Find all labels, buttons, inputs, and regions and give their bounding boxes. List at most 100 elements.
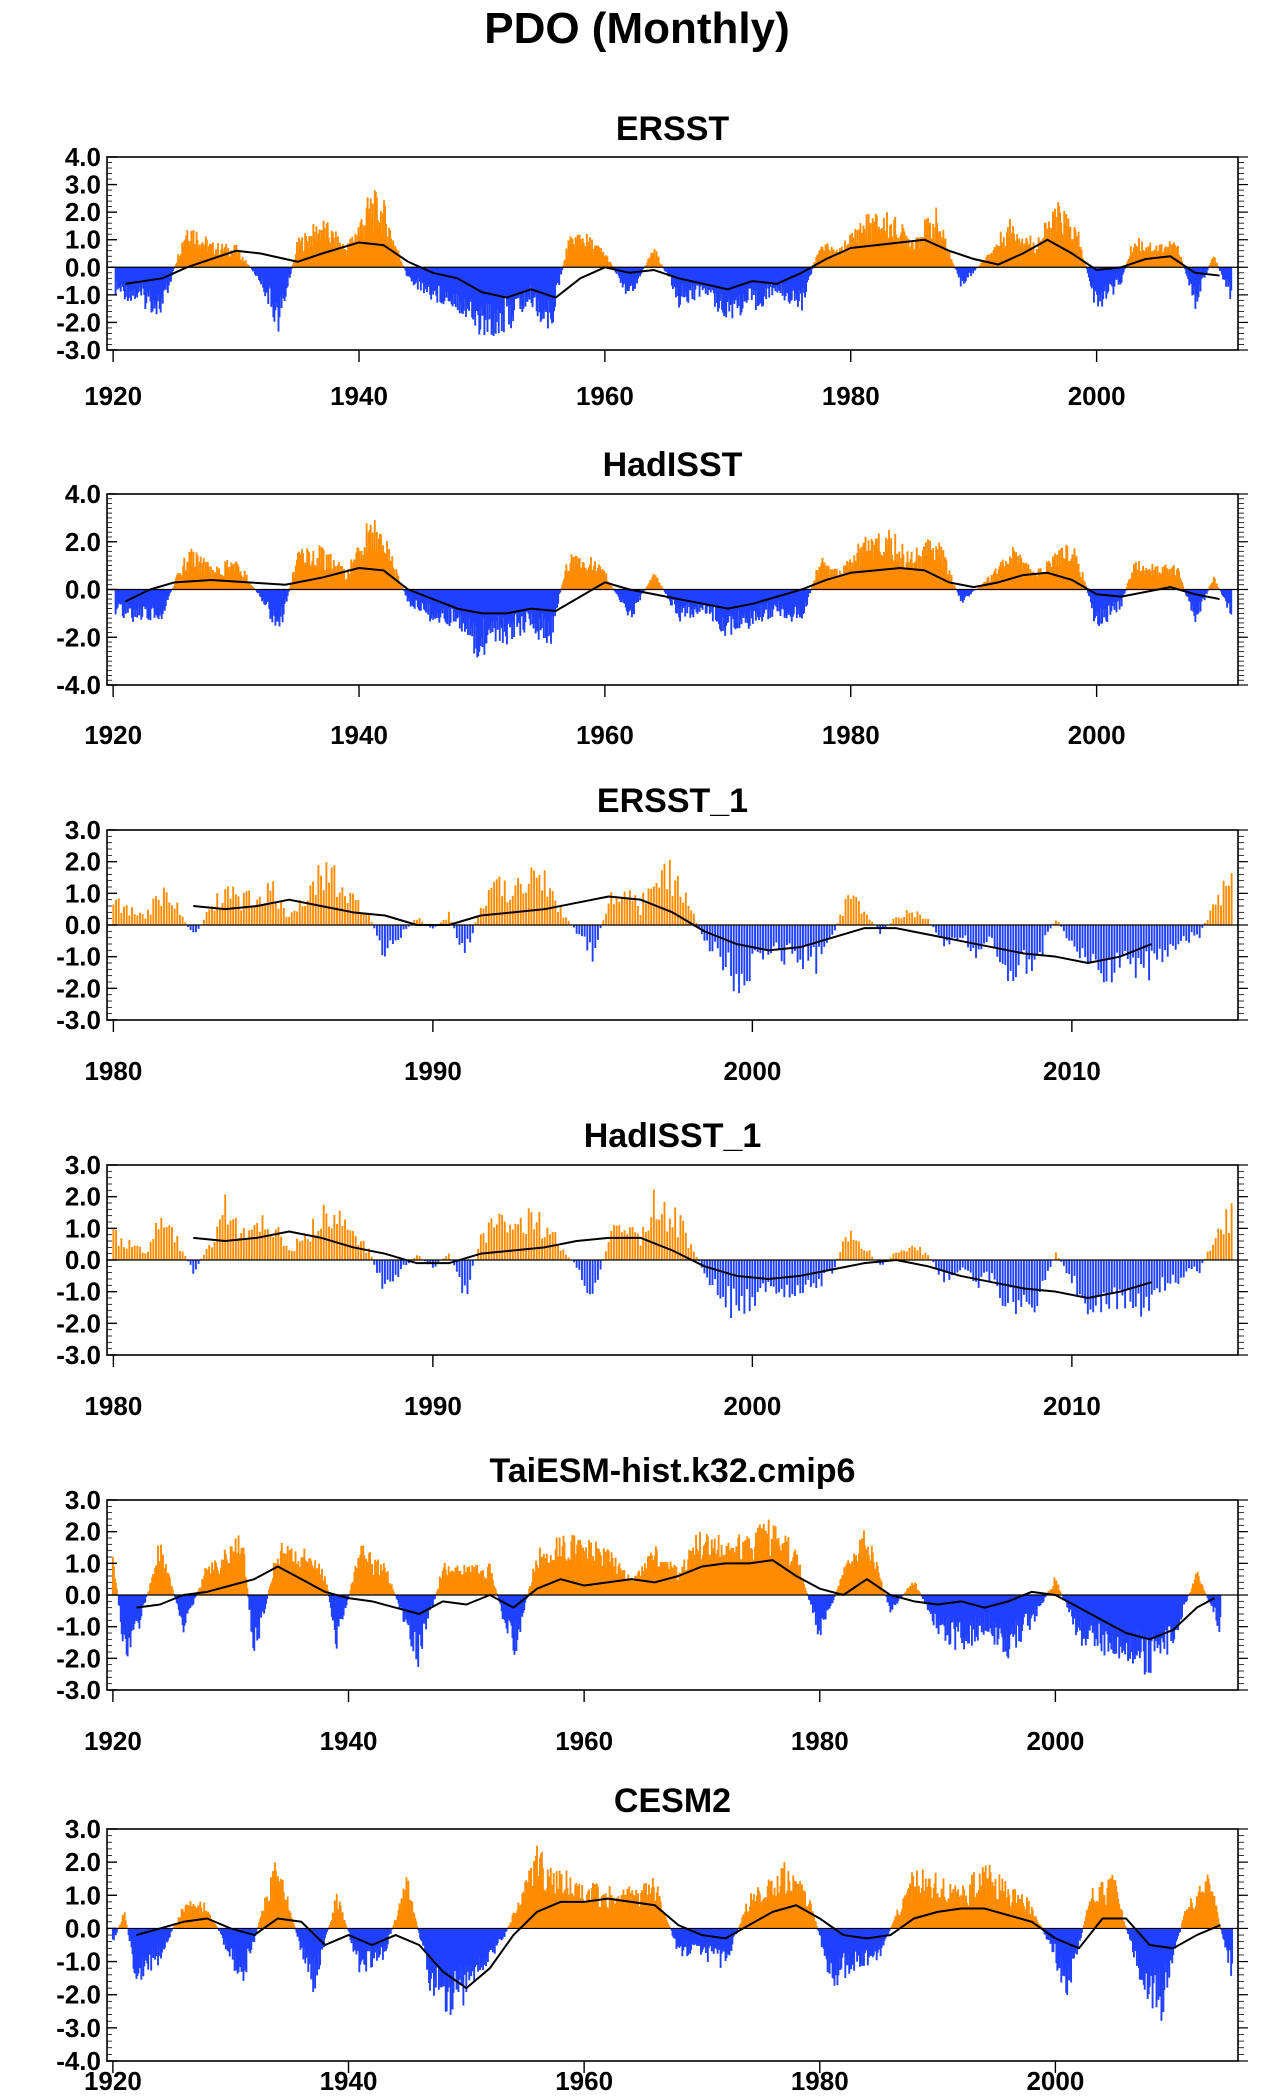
panel-title: ERSST_1 bbox=[597, 782, 748, 820]
smoothed-line bbox=[136, 1559, 1215, 1641]
page-title: PDO (Monthly) bbox=[484, 4, 790, 53]
y-tick-label: 0.0 bbox=[65, 575, 101, 605]
y-tick-label: -1.0 bbox=[56, 280, 101, 310]
y-tick-label: 1.0 bbox=[65, 1548, 101, 1578]
y-tick-label: -2.0 bbox=[56, 973, 101, 1003]
x-tick-label: 1940 bbox=[320, 1726, 378, 1756]
y-tick-label: -2.0 bbox=[56, 1308, 101, 1338]
negative-anomaly-bars bbox=[116, 1595, 1222, 1675]
panel-3: HadISST_1 3.02.01.00.0-1.0-2.0-3.0 1980 199… bbox=[56, 1117, 1248, 1421]
x-tick-label: 1920 bbox=[84, 720, 142, 750]
panel-2: ERSST_1 3.02.01.00.0-1.0-2.0-3.0 1980 1990 2… bbox=[56, 782, 1248, 1086]
y-tick-label: -4.0 bbox=[56, 670, 101, 700]
smoothed-line bbox=[136, 1897, 1221, 1990]
x-tick-label: 1940 bbox=[330, 381, 388, 411]
positive-anomaly-bars bbox=[174, 190, 1219, 268]
smoothed-line bbox=[125, 567, 1220, 615]
y-tick-label: 2.0 bbox=[65, 527, 101, 557]
plot-frame bbox=[106, 156, 1239, 351]
x-tick-label: 2010 bbox=[1043, 1056, 1101, 1086]
y-tick-label: 4.0 bbox=[65, 142, 101, 172]
y-tick-label: 3.0 bbox=[65, 1485, 101, 1515]
x-tick-label: 1980 bbox=[84, 1056, 142, 1086]
y-tick-label: 1.0 bbox=[65, 225, 101, 255]
x-tick-label: 1990 bbox=[404, 1056, 462, 1086]
y-tick-label: -3.0 bbox=[56, 1005, 101, 1035]
x-tick-label: 2000 bbox=[723, 1391, 781, 1421]
smoothed-line bbox=[125, 238, 1220, 299]
y-tick-label: 0.0 bbox=[65, 1580, 101, 1610]
negative-anomaly-bars bbox=[114, 589, 1233, 658]
x-tick-label: 1960 bbox=[576, 720, 634, 750]
y-tick-label: 0.0 bbox=[65, 1913, 101, 1943]
x-tick-label: 1960 bbox=[555, 2066, 613, 2096]
y-tick-label: -3.0 bbox=[56, 1340, 101, 1370]
panel-title: HadISST bbox=[603, 446, 743, 484]
x-tick-label: 1980 bbox=[822, 381, 880, 411]
panel-title: CESM2 bbox=[614, 1782, 731, 1820]
panel-title: ERSST bbox=[616, 110, 730, 148]
x-tick-label: 2000 bbox=[1068, 381, 1126, 411]
y-tick-label: 3.0 bbox=[65, 815, 101, 845]
x-tick-label: 2010 bbox=[1043, 1391, 1101, 1421]
x-tick-label: 2000 bbox=[1068, 720, 1126, 750]
y-tick-label: -4.0 bbox=[56, 2046, 101, 2076]
y-tick-label: -2.0 bbox=[56, 307, 101, 337]
y-tick-label: 2.0 bbox=[65, 1517, 101, 1547]
x-tick-label: 1960 bbox=[576, 381, 634, 411]
y-tick-label: 3.0 bbox=[65, 170, 101, 200]
positive-anomaly-bars bbox=[111, 1519, 1207, 1595]
y-tick-label: 1.0 bbox=[65, 878, 101, 908]
positive-anomaly-bars bbox=[117, 1845, 1222, 1929]
x-tick-label: 2000 bbox=[1026, 2066, 1084, 2096]
x-tick-label: 1940 bbox=[320, 2066, 378, 2096]
y-tick-label: 1.0 bbox=[65, 1880, 101, 1910]
y-tick-label: 0.0 bbox=[65, 1245, 101, 1275]
x-tick-label: 2000 bbox=[1026, 1726, 1084, 1756]
x-tick-label: 1920 bbox=[84, 381, 142, 411]
negative-anomaly-bars bbox=[186, 1260, 1204, 1319]
y-tick-label: 0.0 bbox=[65, 910, 101, 940]
x-tick-label: 1920 bbox=[84, 2066, 142, 2096]
y-tick-label: -3.0 bbox=[56, 2013, 101, 2043]
positive-anomaly-bars bbox=[112, 859, 1233, 925]
panel-title: HadISST_1 bbox=[584, 1117, 762, 1155]
x-tick-label: 1980 bbox=[822, 720, 880, 750]
x-tick-label: 1940 bbox=[330, 720, 388, 750]
smoothed-line bbox=[193, 895, 1153, 964]
x-tick-label: 2000 bbox=[723, 1056, 781, 1086]
x-tick-label: 1990 bbox=[404, 1391, 462, 1421]
negative-anomaly-bars bbox=[186, 925, 1204, 994]
y-tick-label: 2.0 bbox=[65, 1847, 101, 1877]
x-tick-label: 1960 bbox=[555, 1726, 613, 1756]
smoothed-line bbox=[193, 1230, 1153, 1299]
x-tick-label: 1980 bbox=[791, 2066, 849, 2096]
panel-0: ERSST 4.03.02.01.00.0-1.0-2.0-3.0 1920 1940… bbox=[56, 110, 1248, 411]
y-tick-label: 2.0 bbox=[65, 197, 101, 227]
y-tick-label: 1.0 bbox=[65, 1213, 101, 1243]
y-tick-label: -2.0 bbox=[56, 622, 101, 652]
plot-frame bbox=[106, 1828, 1239, 2062]
y-tick-label: -1.0 bbox=[56, 1947, 101, 1977]
y-tick-label: -2.0 bbox=[56, 1980, 101, 2010]
y-tick-label: -1.0 bbox=[56, 1612, 101, 1642]
y-tick-label: -1.0 bbox=[56, 942, 101, 972]
y-tick-label: -1.0 bbox=[56, 1277, 101, 1307]
panel-4: TaiESM-hist.k32.cmip6 3.02.01.00.0-1.0-2.… bbox=[56, 1452, 1248, 1756]
y-tick-label: -3.0 bbox=[56, 335, 101, 365]
y-tick-label: 0.0 bbox=[65, 252, 101, 282]
y-tick-label: 3.0 bbox=[65, 1814, 101, 1844]
panel-title: TaiESM-hist.k32.cmip6 bbox=[490, 1452, 856, 1490]
x-tick-label: 1980 bbox=[791, 1726, 849, 1756]
x-tick-label: 1980 bbox=[84, 1391, 142, 1421]
y-tick-label: -3.0 bbox=[56, 1675, 101, 1705]
y-tick-label: 2.0 bbox=[65, 847, 101, 877]
y-tick-label: 2.0 bbox=[65, 1182, 101, 1212]
y-tick-label: -2.0 bbox=[56, 1643, 101, 1673]
y-tick-label: 3.0 bbox=[65, 1150, 101, 1180]
negative-anomaly-bars bbox=[111, 1928, 1234, 2021]
x-tick-label: 1920 bbox=[84, 1726, 142, 1756]
panel-1: HadISST 4.0 2.0 0.0 -2.0 -4.0 1920 1940 1960 1980… bbox=[56, 446, 1248, 750]
